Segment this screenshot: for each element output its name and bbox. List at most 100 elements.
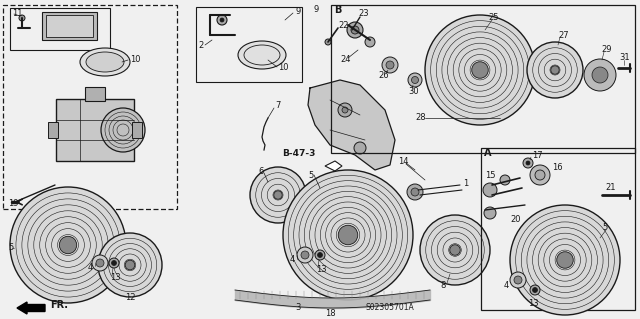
Text: 13: 13 xyxy=(110,273,120,283)
Circle shape xyxy=(386,61,394,69)
Text: 13: 13 xyxy=(528,300,539,308)
Circle shape xyxy=(19,15,25,21)
Bar xyxy=(10,8,110,50)
Text: 26: 26 xyxy=(378,70,388,79)
Text: 22: 22 xyxy=(338,20,349,29)
Circle shape xyxy=(408,73,422,87)
Text: 27: 27 xyxy=(558,31,568,40)
FancyArrow shape xyxy=(17,302,45,314)
Circle shape xyxy=(514,276,522,284)
Text: 23: 23 xyxy=(358,9,369,18)
Circle shape xyxy=(250,167,306,223)
Text: S02305701A: S02305701A xyxy=(365,303,414,313)
Circle shape xyxy=(92,255,108,271)
Circle shape xyxy=(425,15,535,125)
Text: 28: 28 xyxy=(415,114,426,122)
Circle shape xyxy=(347,22,363,38)
Circle shape xyxy=(420,215,490,285)
Circle shape xyxy=(483,183,497,197)
Text: 5: 5 xyxy=(602,224,607,233)
Text: 5: 5 xyxy=(308,170,313,180)
Bar xyxy=(481,148,635,310)
Ellipse shape xyxy=(80,48,130,76)
Text: 3: 3 xyxy=(295,303,300,313)
Ellipse shape xyxy=(86,52,124,72)
Circle shape xyxy=(527,42,583,98)
Circle shape xyxy=(10,187,126,303)
Text: 21: 21 xyxy=(605,183,616,192)
Circle shape xyxy=(96,259,104,267)
Text: 25: 25 xyxy=(488,13,499,23)
Text: 8: 8 xyxy=(440,280,445,290)
Circle shape xyxy=(365,37,375,47)
Text: 18: 18 xyxy=(325,308,335,317)
Polygon shape xyxy=(325,161,342,171)
Text: 30: 30 xyxy=(408,87,419,97)
Text: 20: 20 xyxy=(510,216,520,225)
Circle shape xyxy=(532,287,538,293)
Circle shape xyxy=(530,285,540,295)
Bar xyxy=(331,5,635,153)
Circle shape xyxy=(101,108,145,152)
Circle shape xyxy=(325,39,331,45)
Circle shape xyxy=(111,261,116,265)
Text: FR.: FR. xyxy=(50,300,68,310)
Text: B: B xyxy=(334,5,341,15)
Circle shape xyxy=(412,77,419,84)
Circle shape xyxy=(354,142,366,154)
Bar xyxy=(196,7,302,82)
Text: 9: 9 xyxy=(295,8,300,17)
Circle shape xyxy=(407,184,423,200)
Circle shape xyxy=(338,103,352,117)
Circle shape xyxy=(551,66,559,74)
Circle shape xyxy=(472,62,488,78)
Text: 7: 7 xyxy=(275,100,280,109)
Circle shape xyxy=(510,272,526,288)
Circle shape xyxy=(535,170,545,180)
Circle shape xyxy=(557,252,573,268)
Text: 17: 17 xyxy=(532,151,543,160)
Text: 1: 1 xyxy=(463,179,468,188)
Circle shape xyxy=(526,161,530,165)
Text: 6: 6 xyxy=(258,167,264,176)
Circle shape xyxy=(351,26,359,34)
Text: 2: 2 xyxy=(198,41,204,49)
Text: 11: 11 xyxy=(12,10,22,19)
Text: 10: 10 xyxy=(278,63,289,72)
Text: 31: 31 xyxy=(619,54,630,63)
Circle shape xyxy=(411,188,419,196)
Bar xyxy=(42,12,97,40)
Text: 15: 15 xyxy=(485,170,495,180)
Circle shape xyxy=(220,18,224,22)
Circle shape xyxy=(60,236,77,254)
Text: 12: 12 xyxy=(125,293,136,302)
Circle shape xyxy=(274,191,282,199)
Circle shape xyxy=(450,245,460,255)
Circle shape xyxy=(315,250,325,260)
Bar xyxy=(3,5,177,209)
Bar xyxy=(85,87,105,101)
Text: 29: 29 xyxy=(601,46,611,55)
Text: 4: 4 xyxy=(88,263,93,271)
Circle shape xyxy=(342,107,348,113)
Circle shape xyxy=(530,165,550,185)
Text: 5: 5 xyxy=(8,243,13,253)
Circle shape xyxy=(500,175,510,185)
Ellipse shape xyxy=(238,41,286,69)
Circle shape xyxy=(283,170,413,300)
Text: 4: 4 xyxy=(290,256,295,264)
Bar xyxy=(46,15,93,37)
Text: 14: 14 xyxy=(398,158,408,167)
Circle shape xyxy=(125,260,135,270)
Circle shape xyxy=(592,67,608,83)
Text: 13: 13 xyxy=(316,265,326,275)
Text: 10: 10 xyxy=(130,56,141,64)
Circle shape xyxy=(109,258,119,268)
Circle shape xyxy=(484,207,496,219)
Text: 4: 4 xyxy=(504,280,509,290)
Circle shape xyxy=(382,57,398,73)
Circle shape xyxy=(317,253,323,257)
Circle shape xyxy=(297,247,313,263)
Circle shape xyxy=(98,233,162,297)
Circle shape xyxy=(510,205,620,315)
